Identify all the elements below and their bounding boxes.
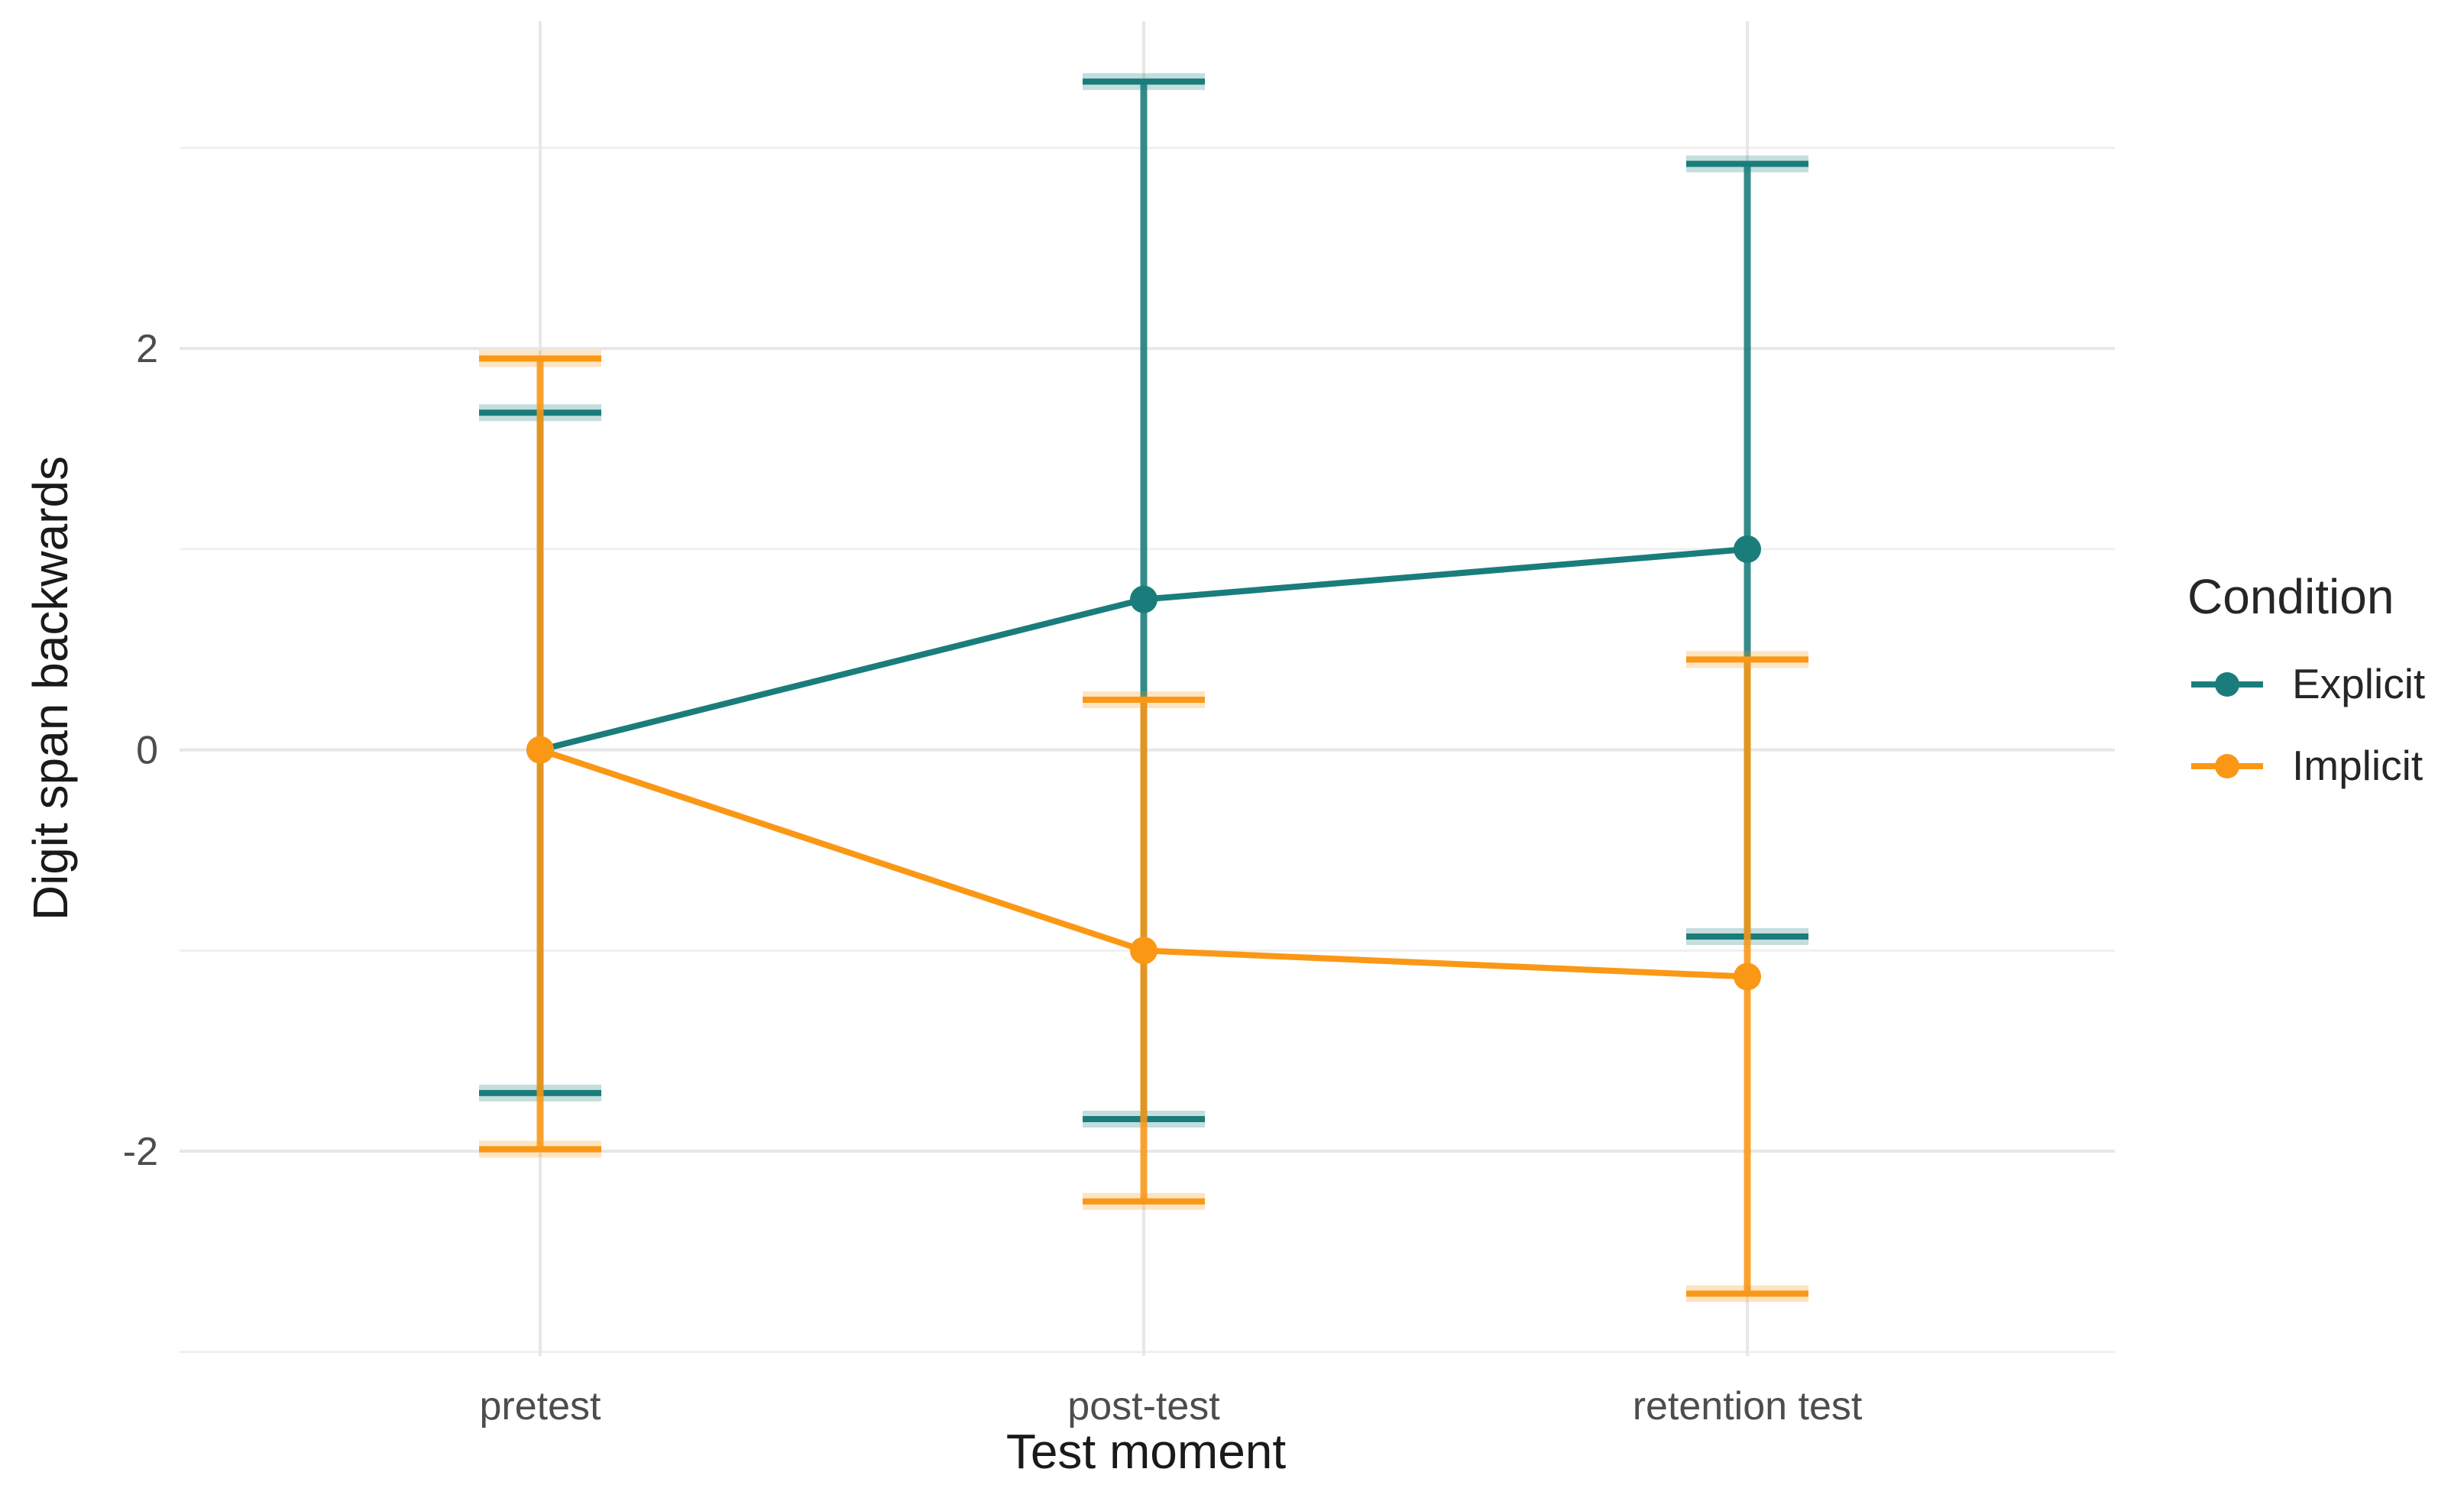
data-point-implicit [1734, 963, 1761, 991]
x-tick-label: retention test [1633, 1384, 1863, 1428]
x-tick-label: post-test [1067, 1384, 1220, 1428]
y-tick-label: 0 [136, 729, 158, 773]
y-axis-title: Digit span backwards [23, 456, 78, 920]
y-tick-label: -2 [123, 1130, 158, 1174]
x-axis-title: Test moment [1006, 1424, 1287, 1479]
legend-title: Condition [2187, 569, 2394, 624]
data-point-implicit [526, 736, 554, 764]
legend-item-label: Explicit [2292, 660, 2425, 707]
data-point-implicit [1130, 937, 1158, 965]
legend-key-point-implicit [2215, 754, 2239, 778]
data-point-explicit [1130, 585, 1158, 613]
y-tick-label: 2 [136, 327, 158, 371]
x-tick-label: pretest [480, 1384, 602, 1428]
data-point-explicit [1734, 535, 1761, 563]
legend-item-label: Implicit [2292, 742, 2423, 789]
legend-key-point-explicit [2215, 672, 2239, 697]
